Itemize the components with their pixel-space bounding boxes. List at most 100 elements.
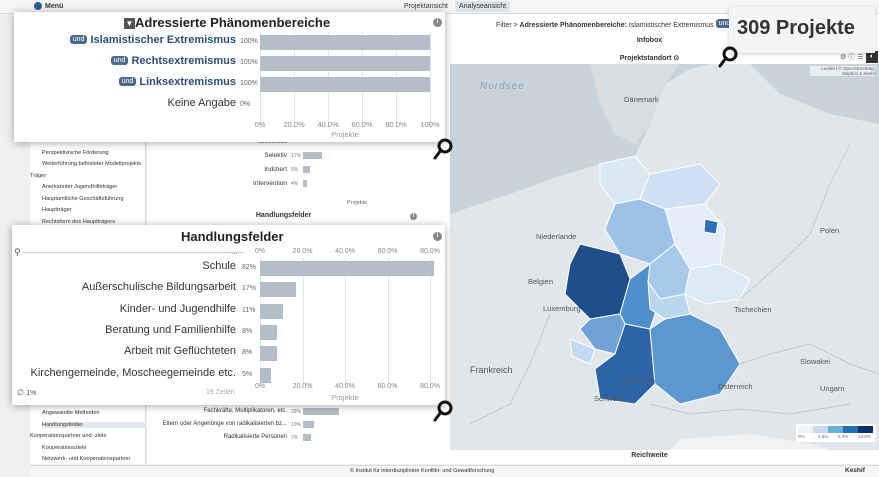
- phaenomen-bar[interactable]: [260, 56, 430, 71]
- mid-row-bar[interactable]: [303, 408, 340, 415]
- map-label-nordsee: Nordsee: [480, 81, 525, 92]
- row-pct: 100%: [240, 59, 258, 66]
- sidebar-item[interactable]: Kooperationspartner und -ziele: [30, 433, 107, 439]
- handlungsfeld-row-label[interactable]: Kirchengemeinde, Moscheegemeinde etc.: [30, 366, 236, 379]
- map-label-polen: Polen: [820, 226, 840, 235]
- handlungsfeld-row-label[interactable]: Kinder- und Jugendhilfe: [119, 302, 236, 315]
- sidebar-item[interactable]: Träger: [30, 172, 47, 179]
- sidebar-item[interactable]: Netzwerk- und Kooperationspartner: [42, 456, 131, 462]
- map-attribution: Leaflet | © OpenStreetMap, Mapbox & Kesh…: [810, 66, 876, 76]
- tab-analyseansicht[interactable]: Analyseansicht: [455, 1, 511, 12]
- mid-row-pct: 33%: [291, 409, 302, 415]
- map-label-schweiz: Schweiz: [594, 394, 622, 403]
- phaenomen-bar[interactable]: [260, 35, 430, 50]
- row-pct: 100%: [240, 38, 258, 45]
- project-count: 309 Projekte: [737, 17, 855, 39]
- axis-tick: 60.0%: [351, 120, 373, 129]
- brand-logo: Keshif: [845, 467, 865, 474]
- map-label-oesterreich: Österreich: [718, 382, 753, 391]
- map-info-icon[interactable]: ⓘ: [848, 54, 856, 61]
- phaenomen-row-label[interactable]: Keine Angabe: [167, 97, 236, 109]
- mid-row-label: Fachkräfte, Multiplikatoren, etc.: [203, 408, 287, 414]
- sidebar-item[interactable]: Perspektivische Förderung: [42, 149, 109, 156]
- footer-credit: © Institut für interdisziplinäre Konflik…: [350, 468, 495, 474]
- filter-prefix: Filter >: [496, 22, 518, 29]
- phaenomen-row-label[interactable]: und Linksextremismus: [118, 76, 236, 88]
- handlungsfeld-row-label[interactable]: Außerschulische Bildungsarbeit: [81, 281, 236, 294]
- locate-icon[interactable]: ⊙: [673, 55, 680, 62]
- search-ellipsis: ...: [231, 247, 238, 256]
- rows-count: 19 Zeilen: [206, 389, 235, 396]
- row-pct: 11%: [242, 306, 256, 314]
- sidebar-item[interactable]: Hauptamtliche Geschäftsführung: [42, 195, 124, 202]
- axis-tick: 0%: [254, 120, 266, 129]
- map[interactable]: Nordsee Dänemark Niederlande Belgien Lux…: [450, 64, 879, 450]
- sidebar-item[interactable]: Weiterführung befristeter Modellprojekte: [42, 161, 142, 167]
- map-settings-icon[interactable]: ⚙: [840, 54, 847, 61]
- filter-und-badge[interactable]: und: [715, 19, 734, 28]
- map-label-ungarn: Ungarn: [820, 384, 845, 393]
- mid-row-bar[interactable]: [303, 152, 322, 159]
- handlungsfeld-bar[interactable]: [260, 261, 435, 276]
- sidebar-item[interactable]: Handlungsfelder: [42, 421, 146, 428]
- baltic: [750, 64, 879, 124]
- handlungsfeld-bar[interactable]: [260, 303, 284, 319]
- tab-projektansicht[interactable]: Projektansicht: [404, 3, 448, 10]
- infobox-title: Infobox: [636, 37, 663, 44]
- sidebar-item[interactable]: Anerkannter Jugendhilfeträger: [42, 184, 118, 190]
- info-icon[interactable]: i: [433, 232, 442, 241]
- axis-tick: 80.0%: [385, 120, 407, 129]
- row-label-text: Keine Angabe: [167, 97, 236, 109]
- grid-line: [260, 257, 261, 385]
- row-label-text: Linksextremismus: [139, 76, 236, 88]
- handlungsfeld-row-label[interactable]: Beratung und Familienhilfe: [105, 323, 236, 336]
- project-count-box: 309 Projekte: [729, 7, 875, 53]
- phaenomen-bar[interactable]: [260, 77, 430, 92]
- und-badge[interactable]: und: [118, 77, 137, 86]
- mid-row-bar[interactable]: [303, 166, 310, 173]
- sidebar-item[interactable]: Hauptträger: [42, 207, 72, 213]
- mid-row-bar[interactable]: [303, 421, 314, 428]
- menu-icon: [34, 2, 42, 10]
- projektstandort-title: Projektstandort ⊙: [420, 54, 879, 62]
- grid-line: [387, 257, 389, 385]
- menu-label: Menü: [45, 2, 64, 10]
- search-input[interactable]: [22, 252, 244, 253]
- magnifier-icon: [432, 400, 454, 422]
- search-icon[interactable]: ⚲: [14, 247, 21, 257]
- map-controls: ⚙ ⓘ ☰: [840, 52, 863, 62]
- missing-icon: ∅: [17, 388, 24, 397]
- map-expand-icon[interactable]: ◐: [866, 51, 878, 63]
- legend-cell: [828, 426, 843, 433]
- und-badge[interactable]: und: [69, 35, 88, 44]
- handlungsfeld-bar[interactable]: [260, 367, 271, 383]
- sidebar-item[interactable]: Rechtsform des Hauptträgers: [42, 218, 116, 225]
- menu-button[interactable]: Menü: [34, 2, 63, 10]
- sidebar-item[interactable]: Angewandte Methoden: [42, 410, 100, 416]
- info-icon[interactable]: i: [410, 213, 417, 220]
- handlungsfeld-bar[interactable]: [260, 324, 277, 340]
- axis-label: Projekte: [331, 130, 359, 139]
- map-label-slowakei: Slowakei: [800, 357, 831, 366]
- missing-values[interactable]: ∅ 1%: [17, 388, 36, 397]
- handlungsfeld-bar[interactable]: [260, 282, 297, 298]
- sidebar-item[interactable]: Kooperationsziele: [42, 444, 87, 451]
- map-label-niederlande: Niederlande: [536, 232, 577, 241]
- state-be: [703, 218, 719, 235]
- row-pct: 0%: [240, 101, 251, 108]
- phaenomen-row-label[interactable]: und Rechtsextremismus: [110, 55, 236, 67]
- handlungsfeld-bar[interactable]: [260, 346, 277, 362]
- magnifier-icon: [432, 138, 454, 160]
- mid-row-bar[interactable]: [303, 434, 311, 441]
- handlungsfelder-mini-title: Handlungsfelder: [255, 212, 312, 219]
- phaenomen-row-label[interactable]: und Islamistischer Extremismus: [69, 34, 236, 46]
- filter-icon[interactable]: ▼: [124, 18, 135, 29]
- und-badge[interactable]: und: [110, 56, 129, 65]
- projektstandort-label: Projektstandort: [619, 55, 672, 62]
- axis-tick: 80.0%: [420, 383, 440, 390]
- mid-row-bar[interactable]: [303, 180, 308, 187]
- handlungsfeld-row-label[interactable]: Arbeit mit Geflüchteten: [124, 345, 236, 358]
- handlungsfeld-row-label[interactable]: Schule: [202, 260, 236, 272]
- info-icon[interactable]: i: [433, 18, 442, 27]
- map-menu-icon[interactable]: ☰: [857, 54, 864, 61]
